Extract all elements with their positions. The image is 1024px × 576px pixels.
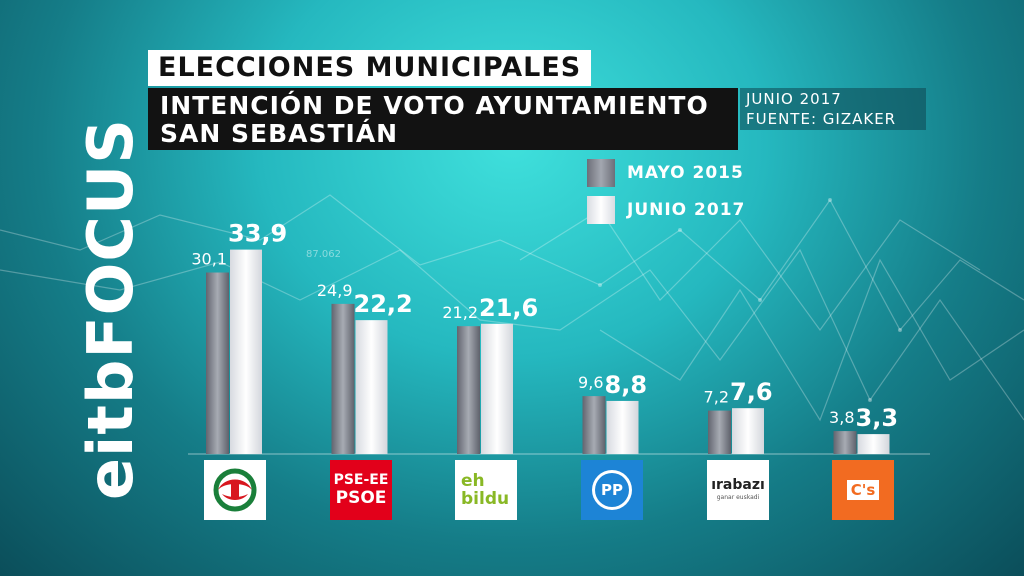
legend-swatch-2017 (587, 196, 615, 224)
data-label-2017: 33,9 (228, 220, 287, 248)
bar-mayo-2015 (708, 410, 731, 454)
chart-subtitle: INTENCIÓN DE VOTO AYUNTAMIENTO SAN SEBAS… (148, 88, 738, 150)
eh-logo-text: eh (461, 471, 485, 491)
data-label-2015: 24,9 (317, 281, 353, 300)
ciudadanos-logo-icon: C's (832, 460, 894, 520)
bildu-logo-text: bildu (461, 489, 510, 509)
legend-item-mayo-2015: MAYO 2015 (587, 158, 744, 188)
bar-junio-2017 (481, 323, 513, 454)
irabazi-tagline: ganar euskadi (716, 494, 760, 501)
bar-mayo-2015 (457, 326, 480, 454)
source-label: FUENTE: GIZAKER (746, 110, 897, 128)
pnv-logo-icon (204, 460, 266, 520)
data-label-2015: 3,8 (829, 408, 854, 427)
cs-logo-text: C's (846, 480, 880, 500)
irabazi-logo-icon: ırabazı ganar euskadi (707, 460, 769, 520)
data-label-2015: 30,1 (191, 250, 227, 269)
bar-junio-2017 (857, 434, 890, 454)
data-label-2017: 7,6 (730, 378, 773, 406)
data-label-2015: 7,2 (704, 388, 729, 407)
pp-logo-icon: PP (581, 460, 643, 520)
date-label: JUNIO 2017 (746, 90, 842, 108)
chart-title: ELECCIONES MUNICIPALES (148, 50, 592, 86)
pnv-logo-graphic (213, 468, 257, 512)
pp-logo-circle: PP (592, 470, 632, 510)
legend-item-junio-2017: JUNIO 2017 (587, 195, 745, 225)
psoe-logo-text: PSOE (335, 487, 387, 508)
eh-bildu-logo-icon: eh bildu (455, 460, 517, 520)
data-label-2017: 8,8 (605, 371, 648, 399)
bar-junio-2017 (355, 320, 388, 454)
data-label-2017: 3,3 (856, 404, 899, 432)
bar-junio-2017 (230, 249, 262, 454)
bar-mayo-2015 (582, 396, 606, 454)
irabazi-logo-text: ırabazı (711, 477, 765, 493)
bar-mayo-2015 (833, 431, 857, 454)
bar-mayo-2015 (206, 272, 229, 454)
eitb-focus-brand-logo: eitbFOCUS (74, 118, 147, 500)
subtitle-line-2: SAN SEBASTIÁN (160, 119, 399, 148)
data-label-2015: 9,6 (578, 373, 603, 392)
pse-logo-text: PSE-EE (333, 471, 389, 488)
legend-swatch-2015 (587, 159, 615, 187)
bar-mayo-2015 (331, 303, 355, 454)
legend-label: JUNIO 2017 (627, 200, 746, 220)
bar-junio-2017 (606, 400, 639, 454)
subtitle-line-1: INTENCIÓN DE VOTO AYUNTAMIENTO (160, 91, 709, 120)
meta-info: JUNIO 2017 FUENTE: GIZAKER (740, 88, 926, 130)
pse-psoe-logo-icon: PSE-EE PSOE (330, 460, 392, 520)
brand-text: eitbFOCUS (74, 118, 147, 500)
pp-logo-text: PP (595, 473, 629, 507)
data-label-2017: 21,6 (479, 294, 538, 322)
legend-label: MAYO 2015 (627, 163, 744, 183)
bar-junio-2017 (732, 408, 764, 454)
data-label-2017: 22,2 (354, 290, 413, 318)
background-number: 87.062 (306, 249, 341, 260)
data-label-2015: 21,2 (442, 303, 478, 322)
